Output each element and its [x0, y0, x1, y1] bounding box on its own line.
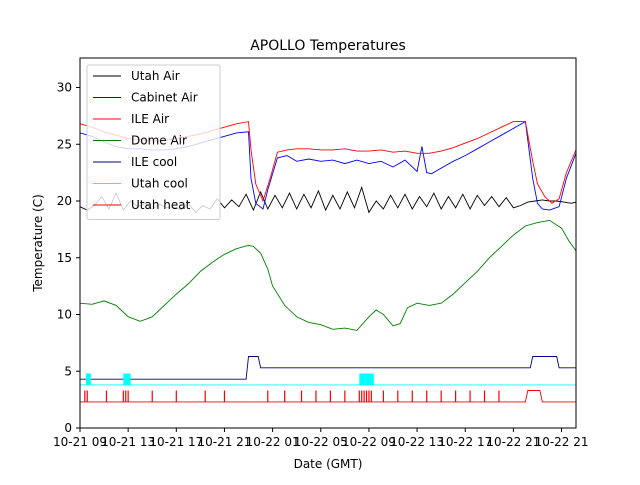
legend-label: Cabinet Air: [131, 91, 198, 105]
utah-cool-pulse: [359, 373, 362, 385]
x-tick-label: 10-22 01: [246, 435, 300, 449]
y-tick-label: 25: [57, 137, 72, 151]
y-tick-label: 15: [57, 251, 72, 265]
utah-cool-pulse: [128, 373, 131, 385]
series-line-ile-cool: [80, 356, 576, 380]
x-tick-label: 10-21 09: [53, 435, 107, 449]
utah-cool-pulse: [366, 373, 370, 385]
utah-cool-pulse: [86, 373, 89, 385]
y-tick-label: 30: [57, 81, 72, 95]
x-tick-label: 10-22 21: [486, 435, 540, 449]
x-tick-label: 10-21 21: [197, 435, 251, 449]
legend-box: [86, 64, 221, 220]
y-axis-label: Temperature (C): [31, 194, 45, 293]
chart-title: APOLLO Temperatures: [250, 38, 406, 54]
utah-cool-pulse: [371, 373, 374, 385]
legend-label: ILE Air: [131, 112, 169, 126]
legend-label: Utah heat: [131, 198, 191, 212]
legend-label: ILE cool: [131, 155, 177, 169]
x-axis-label: Date (GMT): [294, 457, 363, 471]
x-tick-label: 10-21 17: [149, 435, 203, 449]
legend-label: Dome Air: [131, 134, 187, 148]
x-tick-label: 10-22 13: [390, 435, 444, 449]
y-tick-label: 10: [57, 308, 72, 322]
utah-cool-pulse: [88, 373, 91, 385]
utah-cool-pulse: [361, 373, 365, 385]
utah-cool-pulse: [364, 373, 367, 385]
legend-label: Utah Air: [131, 69, 180, 83]
y-tick-label: 0: [64, 421, 72, 435]
utah-cool-pulse: [123, 373, 126, 385]
y-tick-label: 5: [64, 364, 72, 378]
y-tick-label: 20: [57, 194, 72, 208]
x-tick-label: 10-21 13: [101, 435, 155, 449]
legend-label: Utah cool: [131, 177, 188, 191]
x-tick-label: 10-22 21: [535, 435, 589, 449]
legend: Utah Air Cabinet Air ILE Air Dome Air ILE co…: [86, 64, 221, 220]
utah-cool-pulse: [125, 373, 129, 385]
series-line-utah-heat: [80, 390, 576, 403]
plot-frame: [79, 57, 577, 429]
x-tick-label: 10-22 09: [342, 435, 396, 449]
x-tick-label: 10-22 17: [438, 435, 492, 449]
x-tick-label: 10-22 05: [294, 435, 348, 449]
series-line-dome-air: [80, 219, 576, 331]
y-axis: 0 5 10 15 20 25 30: [57, 81, 80, 435]
utah-cool-pulse: [368, 373, 372, 385]
spike-layer: [84, 373, 500, 402]
